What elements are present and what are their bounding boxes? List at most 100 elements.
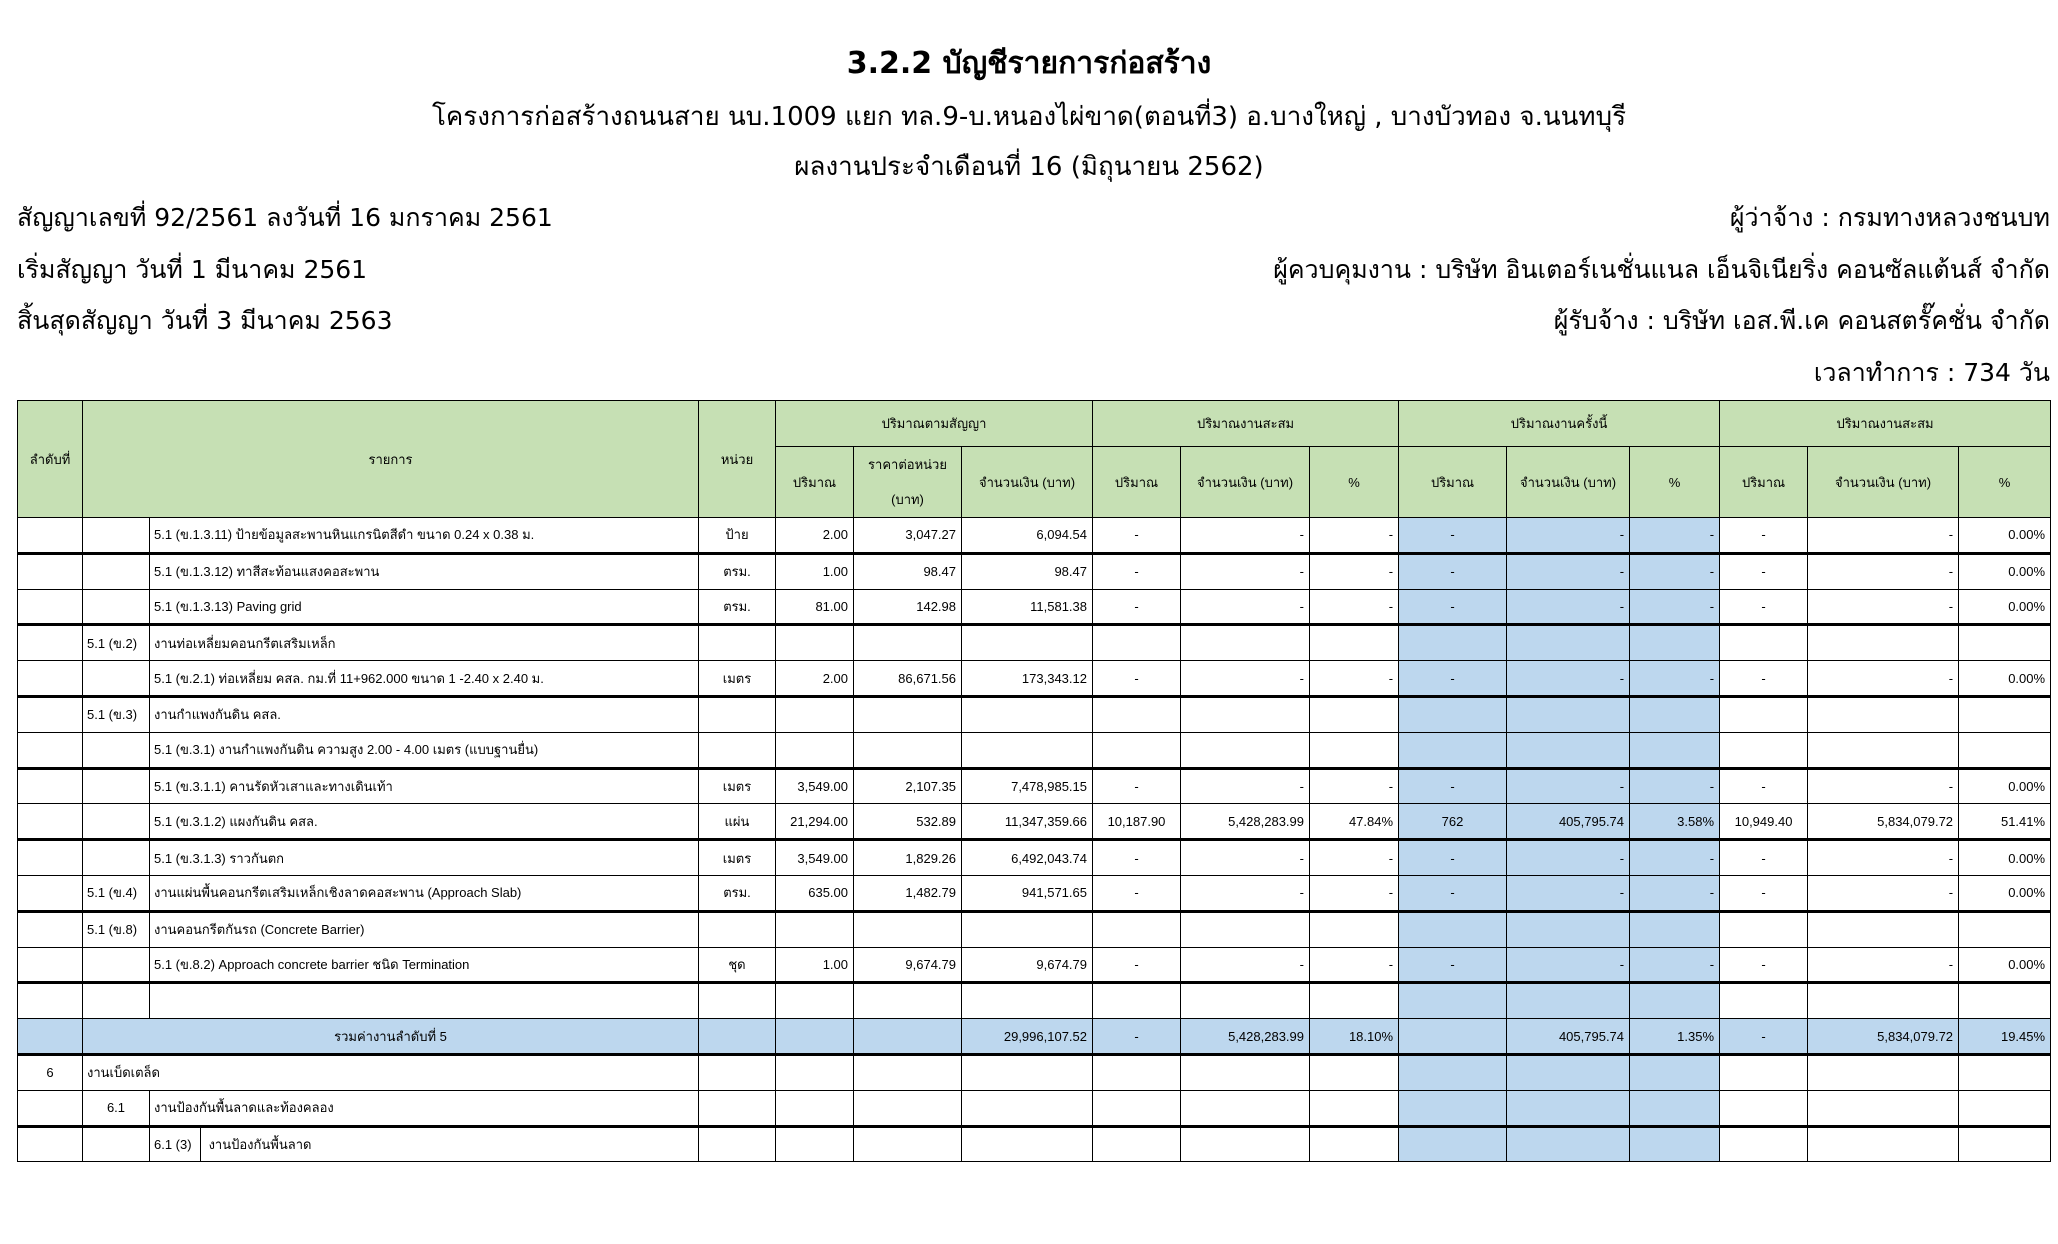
amount-cell: 98.47 xyxy=(961,552,1093,590)
total-qty-cell: - xyxy=(1719,767,1809,805)
no-cell xyxy=(17,910,83,948)
amount-cell xyxy=(961,731,1093,770)
table-row: 5.1 (ข.3.1) งานกำแพงกันดิน ความสูง 2.00 … xyxy=(17,731,2052,770)
accumulated-qty-cell xyxy=(1092,1125,1181,1163)
total-amount-cell: - xyxy=(1807,552,1960,590)
accumulated-amount-cell xyxy=(1180,695,1310,733)
no-cell xyxy=(17,588,83,627)
header-qty: ปริมาณ xyxy=(1092,446,1181,518)
document-title: 3.2.2 บัญชีรายการก่อสร้าง xyxy=(846,46,1212,81)
current-qty-cell: - xyxy=(1398,552,1508,590)
qty-cell: 1.00 xyxy=(775,552,854,590)
no-cell xyxy=(17,731,83,770)
accumulated-pct-cell: - xyxy=(1308,767,1400,805)
current-qty-cell: - xyxy=(1398,839,1508,876)
accumulated-amount-cell xyxy=(1180,982,1310,1020)
total-amount-cell xyxy=(1807,1089,1960,1128)
unit-price-cell: 98.47 xyxy=(853,552,962,590)
current-pct-cell: - xyxy=(1629,946,1721,985)
total-qty-cell xyxy=(1719,1053,1809,1091)
header-qty: ปริมาณ xyxy=(1398,446,1508,518)
accumulated-amount-cell xyxy=(1180,731,1310,770)
total-amount-cell xyxy=(1807,1125,1960,1163)
unit-cell: ตรม. xyxy=(698,552,776,590)
unit-price-cell xyxy=(853,1125,962,1163)
current-amount-cell xyxy=(1506,1089,1631,1128)
accumulated-amount-cell xyxy=(1180,1053,1310,1091)
total-qty-cell xyxy=(1719,1125,1809,1163)
header-amount: จำนวนเงิน (บาท) xyxy=(1807,446,1960,518)
item-description-text: งานป้องกันพื้นลาด xyxy=(208,1136,312,1152)
unit-cell xyxy=(698,624,776,662)
accumulated-amount-cell xyxy=(1180,910,1310,948)
table-row: 5.1 (ข.1.3.13) Paving grid ตรม. 81.00 142.9… xyxy=(17,588,2052,627)
item-description: งานเบ็ดเตล็ด xyxy=(82,1053,699,1091)
total-amount-cell: - xyxy=(1807,767,1960,805)
current-amount-cell xyxy=(1506,1125,1631,1163)
table-row xyxy=(17,982,2052,1020)
current-qty-cell xyxy=(1398,1018,1508,1056)
current-pct-cell: - xyxy=(1629,552,1721,590)
unit-price-cell xyxy=(853,731,962,770)
total-pct-cell xyxy=(1958,1089,2052,1128)
total-pct-cell: 0.00% xyxy=(1958,517,2052,555)
qty-cell xyxy=(775,982,854,1020)
item-code: 5.1 (ข.2) xyxy=(82,624,150,662)
item-code xyxy=(82,1125,150,1163)
table-row: 6.1 (3) งานป้องกันพื้นลาด xyxy=(17,1125,2052,1163)
current-pct-cell xyxy=(1629,982,1721,1020)
accumulated-pct-cell: - xyxy=(1308,517,1400,555)
no-cell xyxy=(17,517,83,555)
header-total: ปริมาณงานสะสม xyxy=(1719,400,2052,447)
amount-cell xyxy=(961,910,1093,948)
accumulated-amount-cell: - xyxy=(1180,839,1310,876)
unit-cell xyxy=(698,731,776,770)
qty-cell xyxy=(775,624,854,662)
report-period: ผลงานประจำเดือนที่ 16 (มิถุนายน 2562) xyxy=(794,152,1264,182)
amount-cell: 173,343.12 xyxy=(961,660,1093,698)
no-cell xyxy=(17,1089,83,1128)
unit-cell: เมตร xyxy=(698,767,776,805)
unit-price-cell xyxy=(853,1053,962,1091)
total-amount-cell: - xyxy=(1807,946,1960,985)
table-row: 5.1 (ข.8) งานคอนกรีตกันรถ (Concrete Barri… xyxy=(17,910,2052,948)
construction-items-table: ลำดับที่ รายการ หน่วย ปริมาณตามสัญญา ปริ… xyxy=(17,400,2052,1163)
unit-cell xyxy=(698,1018,776,1056)
accumulated-qty-cell: - xyxy=(1092,839,1181,876)
item-description xyxy=(149,982,699,1020)
accumulated-pct-cell xyxy=(1308,910,1400,948)
total-qty-cell xyxy=(1719,624,1809,662)
header-item: รายการ xyxy=(82,400,699,518)
qty-cell xyxy=(775,910,854,948)
header-contract: ปริมาณตามสัญญา xyxy=(775,400,1093,447)
total-pct-cell xyxy=(1958,695,2052,733)
qty-cell: 2.00 xyxy=(775,517,854,555)
unit-price-cell xyxy=(853,910,962,948)
current-amount-cell xyxy=(1506,910,1631,948)
item-code xyxy=(82,946,150,985)
current-qty-cell: - xyxy=(1398,874,1508,913)
unit-price-cell: 142.98 xyxy=(853,588,962,627)
current-pct-cell xyxy=(1629,1089,1721,1128)
accumulated-pct-cell xyxy=(1308,695,1400,733)
accumulated-amount-cell: - xyxy=(1180,874,1310,913)
accumulated-amount-cell: - xyxy=(1180,552,1310,590)
table-row: 6.1 งานป้องกันพื้นลาดและท้องคลอง xyxy=(17,1089,2052,1128)
total-qty-cell xyxy=(1719,695,1809,733)
item-code xyxy=(82,552,150,590)
unit-cell: แผ่น xyxy=(698,803,776,842)
item-code xyxy=(82,982,150,1020)
current-amount-cell: - xyxy=(1506,839,1631,876)
current-qty-cell xyxy=(1398,1125,1508,1163)
unit-cell: เมตร xyxy=(698,660,776,698)
amount-cell: 29,996,107.52 xyxy=(961,1018,1093,1056)
qty-cell: 3,549.00 xyxy=(775,767,854,805)
accumulated-qty-cell: - xyxy=(1092,1018,1181,1056)
total-qty-cell: - xyxy=(1719,946,1809,985)
accumulated-qty-cell: - xyxy=(1092,874,1181,913)
current-qty-cell xyxy=(1398,1089,1508,1128)
current-qty-cell: 762 xyxy=(1398,803,1508,842)
accumulated-amount-cell xyxy=(1180,624,1310,662)
amount-cell: 9,674.79 xyxy=(961,946,1093,985)
accumulated-qty-cell xyxy=(1092,695,1181,733)
